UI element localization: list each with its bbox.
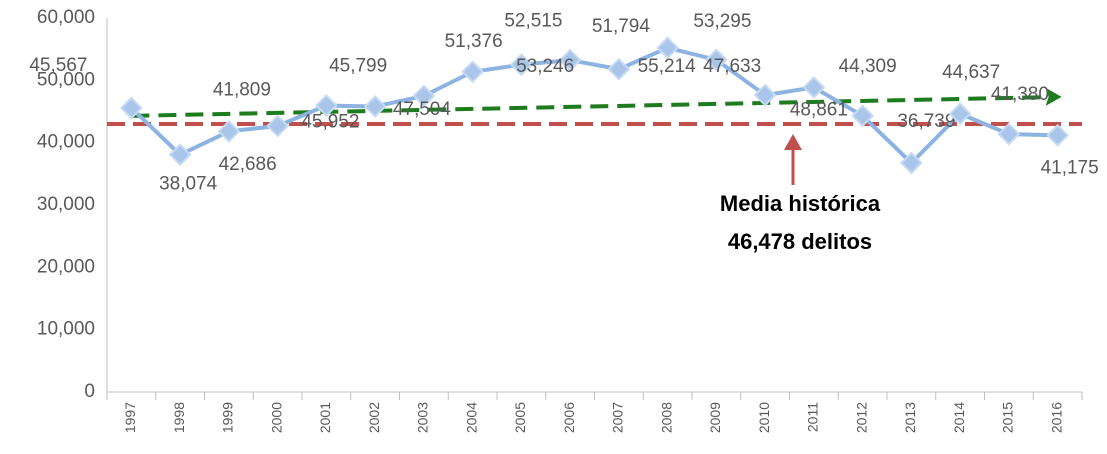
marker: [412, 84, 436, 108]
annotation-line: 46,478 delitos: [728, 229, 872, 254]
x-tick-label: 2004: [463, 402, 479, 433]
x-tick-label: 2008: [658, 402, 674, 433]
data-label: 45,799: [329, 56, 387, 77]
marker: [314, 94, 338, 117]
data-label: 36,739: [897, 111, 955, 132]
trend-arrow: [1045, 87, 1062, 106]
data-label: 41,809: [213, 79, 271, 100]
data-label: 51,794: [592, 16, 651, 37]
data-label: 51,376: [445, 31, 503, 52]
line: [129, 45, 1058, 166]
y-tick-label: 10,000: [37, 319, 95, 340]
y-tick-label: 60,000: [37, 7, 95, 28]
data-label: 53,246: [516, 56, 574, 77]
y-tick-label: 20,000: [37, 256, 95, 277]
marker: [1046, 123, 1070, 147]
x-tick-label: 2007: [610, 402, 626, 433]
x-tick-label: 2003: [415, 402, 431, 433]
marker: [558, 48, 582, 72]
data-label: 55,214: [638, 56, 697, 77]
data-label: 47,504: [393, 99, 452, 120]
data-label: 45,567: [29, 55, 87, 76]
data-label: 44,637: [942, 62, 1000, 83]
marker: [656, 36, 680, 60]
x-tick-label: 1998: [171, 402, 187, 433]
data-label: 41,175: [1041, 157, 1099, 178]
trend-line: [131, 95, 1048, 118]
marker: [851, 104, 875, 128]
x-tick-label: 2015: [1000, 402, 1016, 433]
marker: [899, 151, 923, 175]
x-tick-label: 2011: [805, 402, 821, 432]
y-tick-label: 50,000: [37, 69, 95, 90]
data-label: 42,686: [219, 154, 277, 175]
marker: [168, 143, 192, 167]
x-tick-label: 2005: [512, 402, 528, 433]
y-tick-label: 0: [84, 381, 95, 402]
x-tick-label: 2009: [707, 402, 723, 433]
marker: [461, 60, 485, 84]
annotation-line: Media histórica: [720, 191, 881, 216]
x-tick-label: 2016: [1048, 402, 1064, 433]
marker: [509, 53, 533, 77]
data-label: 41,380: [991, 84, 1049, 105]
x-tick-label: 2010: [756, 402, 772, 433]
marker: [802, 76, 826, 99]
marker: [217, 119, 241, 143]
x-tick-label: 2014: [951, 402, 967, 433]
x-tick-label: 2002: [366, 402, 382, 433]
marker: [119, 96, 143, 120]
marker: [997, 122, 1021, 146]
x-tick-label: 1999: [220, 402, 236, 433]
marker: [607, 57, 631, 81]
data-label: 38,074: [159, 174, 218, 195]
marker: [363, 95, 387, 118]
annotation-arrowhead: [784, 133, 802, 150]
data-label: 47,633: [703, 56, 761, 77]
data-label: 53,295: [693, 11, 751, 32]
y-tick-label: 40,000: [37, 132, 95, 153]
data-label: 48,861: [790, 99, 848, 120]
x-tick-label: 2001: [317, 402, 333, 433]
data-label: 45,952: [301, 112, 359, 133]
x-tick-label: 1997: [122, 402, 138, 433]
data-label: 52,515: [504, 11, 562, 32]
x-tick-label: 2012: [853, 402, 869, 433]
x-tick-label: 2013: [902, 402, 918, 433]
marker: [266, 114, 290, 138]
x-tick-label: 2006: [561, 402, 577, 433]
y-tick-label: 30,000: [37, 194, 95, 215]
x-tick-label: 2000: [268, 402, 284, 433]
data-label: 44,309: [839, 56, 897, 77]
marker: [704, 48, 728, 72]
marker: [753, 83, 777, 107]
marker: [948, 102, 972, 126]
